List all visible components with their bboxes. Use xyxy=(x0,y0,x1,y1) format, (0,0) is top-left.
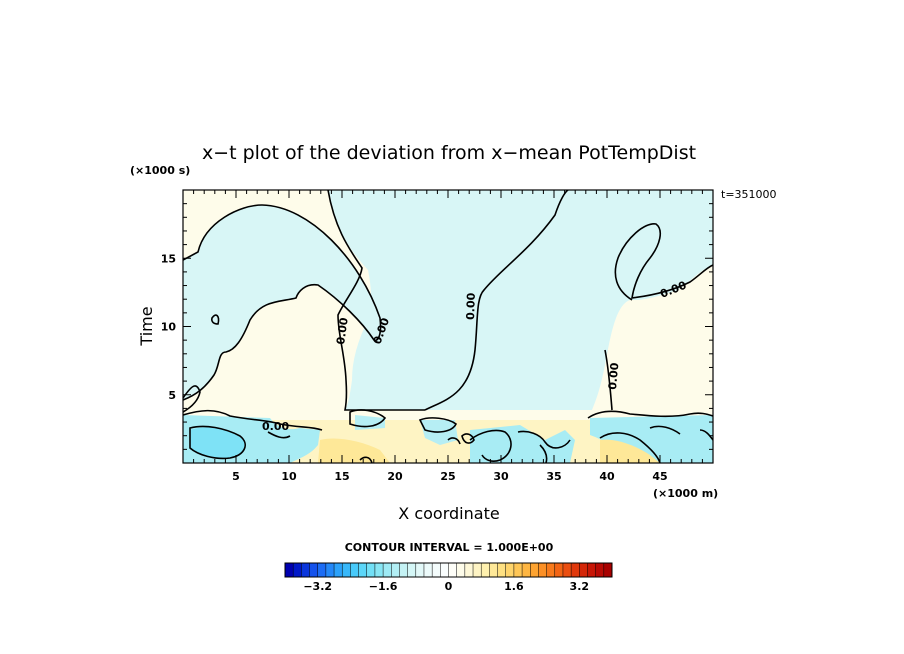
colorbar-bin xyxy=(603,563,613,577)
plot-area: 0.00 0.00 0.00 0.00 0.00 0.00 5 10 15 20 25 3… xyxy=(161,189,714,483)
x-tick-label: 45 xyxy=(652,470,667,483)
negative-region-left xyxy=(183,205,381,400)
colorbar-bin xyxy=(366,563,376,577)
colorbar-bin xyxy=(571,563,580,577)
colorbar-bin xyxy=(399,563,408,577)
colorbar-bin xyxy=(391,563,400,577)
colorbar-bin xyxy=(587,563,596,577)
x-tick-label: 25 xyxy=(440,470,455,483)
contour-line-left-edge xyxy=(183,385,201,413)
colorbar-bin xyxy=(473,563,482,577)
y-unit-label: (×1000 s) xyxy=(130,164,190,177)
x-axis-label: X coordinate xyxy=(398,504,499,523)
contour-line-band-mid xyxy=(267,409,387,439)
x-tick-label: 15 xyxy=(334,470,349,483)
colorbar-bin xyxy=(456,563,466,577)
colorbar-bin xyxy=(513,563,523,577)
colorbar-tick-label: 0 xyxy=(445,580,453,593)
contour-line-band-left xyxy=(189,425,246,460)
colorbar-tick-label: −1.6 xyxy=(369,580,398,593)
negative-region-right-lobe xyxy=(615,223,661,300)
colorbar-bin xyxy=(374,563,384,577)
bottom-band-positive-mid xyxy=(318,438,390,463)
colorbar-bin xyxy=(440,563,449,577)
negative-region-center xyxy=(328,190,713,410)
colorbar-bin xyxy=(595,563,605,577)
colorbar-bin xyxy=(317,563,327,577)
contour-line-right-lobe xyxy=(614,223,713,301)
colorbar-bin xyxy=(481,563,490,577)
colorbar-bin xyxy=(546,563,556,577)
colorbar-bin xyxy=(530,563,539,577)
colorbar-bin xyxy=(448,563,457,577)
y-tick-label: 5 xyxy=(168,389,176,402)
bottom-band-negative-left-deep xyxy=(190,427,246,459)
time-stamp-label: t=351000 xyxy=(721,188,777,201)
chart-title: x−t plot of the deviation from x−mean Po… xyxy=(202,142,696,164)
colorbar-bin xyxy=(522,563,531,577)
y-axis-label: Time xyxy=(137,306,156,346)
x-unit-label: (×1000 m) xyxy=(653,487,718,500)
colorbar-frame xyxy=(284,562,613,578)
y-tick-label: 15 xyxy=(161,252,176,265)
x-tick-label: 5 xyxy=(232,470,240,483)
contour-label-4: 0.00 xyxy=(464,292,478,320)
x-ticks: 5 10 15 20 25 30 35 40 45 xyxy=(193,190,703,483)
colorbar-bin xyxy=(538,563,547,577)
colorbar-bin xyxy=(464,563,474,577)
colorbar-bin xyxy=(358,563,368,577)
zero-contours xyxy=(183,190,713,463)
colorbar-tick-label: 3.2 xyxy=(570,580,590,593)
colorbar-bin xyxy=(334,563,343,577)
colorbar-tick-label: −3.2 xyxy=(303,580,332,593)
contour-line-band-isolated xyxy=(359,456,373,463)
contour-interval-text: CONTOUR INTERVAL = 1.000E+00 xyxy=(345,541,554,554)
x-tick-label: 35 xyxy=(546,470,561,483)
contour-line-left xyxy=(183,204,382,401)
colorbar-bin xyxy=(342,563,351,577)
colorbar-bin xyxy=(293,563,302,577)
bottom-band-positive-right xyxy=(600,439,660,463)
colorbar-bin xyxy=(301,563,310,577)
contour-line-band-top xyxy=(183,409,323,431)
x-tick-label: 10 xyxy=(281,470,297,483)
colorbar-bin xyxy=(415,563,425,577)
colorbar-bin xyxy=(309,563,318,577)
colorbar-bin xyxy=(554,563,564,577)
y-ticks: 5 10 15 xyxy=(161,203,713,450)
colorbar-tick-label: 1.6 xyxy=(504,580,524,593)
contour-line-left-small xyxy=(211,314,220,325)
colorbar-bin xyxy=(383,563,392,577)
colorbar-bin xyxy=(505,563,515,577)
x-tick-label: 20 xyxy=(387,470,403,483)
colorbar-bin xyxy=(423,563,433,577)
contour-line-band-right xyxy=(587,410,713,463)
x-tick-label: 30 xyxy=(493,470,509,483)
contour-line-band-mid-right xyxy=(418,417,475,445)
colorbar-bin xyxy=(579,563,588,577)
colorbar-bin xyxy=(285,563,294,577)
contour-line-center-left xyxy=(327,190,425,411)
bottom-band-negative-center xyxy=(470,425,575,463)
colorbar-bin xyxy=(489,563,498,577)
contour-line-right-lower xyxy=(604,349,613,411)
contour-label-1: 0.00 xyxy=(262,420,289,433)
contour-line-center-right xyxy=(424,190,569,411)
colorbar-bin xyxy=(325,563,335,577)
colorbar-bin xyxy=(497,563,507,577)
y-tick-label: 10 xyxy=(161,321,177,334)
x-tick-label: 40 xyxy=(599,470,615,483)
contour-line-band-center xyxy=(469,429,571,463)
contour-label-5: 0.00 xyxy=(606,362,621,391)
contour-label-2: 0.00 xyxy=(334,316,351,345)
colorbar: −3.2 −1.6 0 1.6 3.2 xyxy=(284,562,613,593)
colorbar-bin xyxy=(432,563,441,577)
colorbar-bin xyxy=(562,563,572,577)
colorbar-bin xyxy=(407,563,417,577)
colorbar-bin xyxy=(350,563,359,577)
